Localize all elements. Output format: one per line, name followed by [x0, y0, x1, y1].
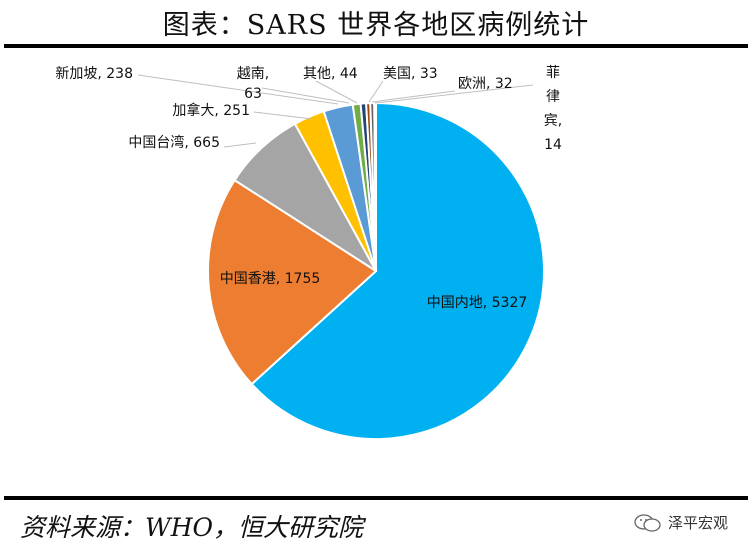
leader-line	[223, 142, 257, 148]
leader-line	[253, 111, 313, 120]
slice-label: 新加坡, 238	[55, 66, 133, 82]
wechat-icon	[634, 513, 661, 532]
slice-label: 中国香港, 1755	[220, 271, 321, 287]
leader-line	[315, 80, 358, 104]
top-rule	[4, 44, 748, 48]
chart-title: 图表：SARS 世界各地区病例统计	[162, 10, 590, 41]
leader-line	[374, 84, 534, 104]
slice-label: 菲律宾, 14	[544, 65, 562, 153]
slice-label: 越南, 63	[237, 66, 269, 102]
pie-slice	[250, 101, 545, 440]
watermark-text: 泽平宏观	[667, 514, 728, 532]
slice-label: 欧洲, 32	[458, 76, 513, 92]
leader-line	[137, 74, 339, 105]
watermark: 泽平宏观	[634, 512, 728, 533]
slice-label: 其他, 44	[303, 66, 358, 82]
leader-line	[261, 87, 350, 104]
slice-label: 美国, 33	[383, 66, 438, 82]
pie-slice	[207, 178, 378, 386]
bottom-rule	[4, 496, 748, 500]
slice-label: 中国台湾, 665	[128, 134, 220, 151]
slice-label: 中国内地, 5327	[427, 295, 528, 311]
slice-label: 加拿大, 251	[172, 102, 250, 119]
leader-line	[371, 90, 456, 103]
source-note: 资料来源：WHO，恒大研究院	[20, 513, 363, 542]
leader-line	[368, 80, 384, 103]
